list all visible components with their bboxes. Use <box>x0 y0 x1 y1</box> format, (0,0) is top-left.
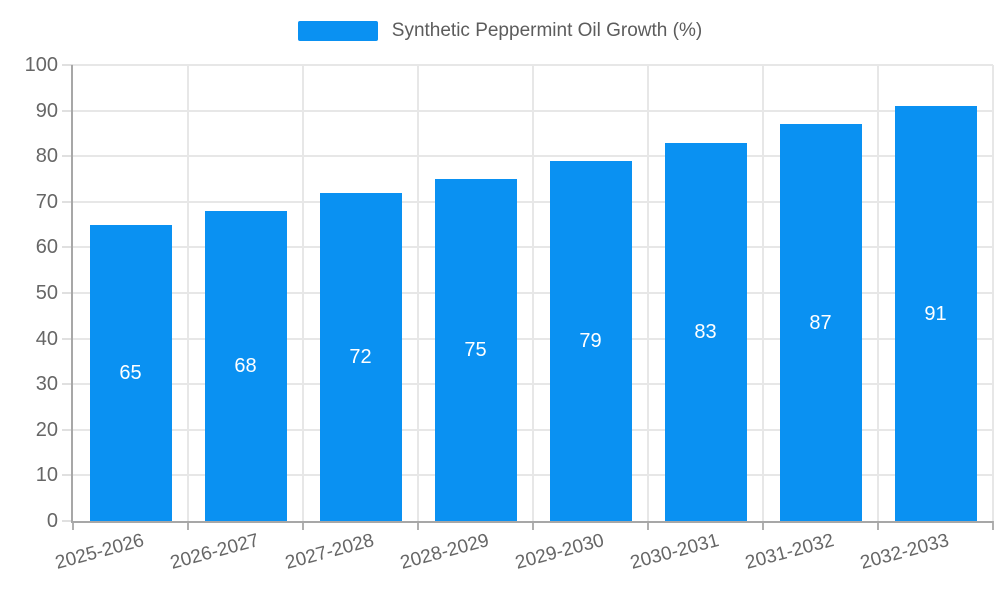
y-axis-label: 40 <box>35 327 58 350</box>
gridline-vertical <box>647 65 649 521</box>
y-axis-label: 90 <box>35 99 58 122</box>
y-axis-tick <box>62 246 73 249</box>
y-axis-label: 60 <box>35 236 58 259</box>
gridline-vertical <box>877 65 879 521</box>
x-axis-label: 2029-2030 <box>512 530 606 574</box>
x-axis-tick <box>72 521 74 530</box>
y-axis-tick <box>62 337 73 340</box>
x-axis-tick <box>992 521 994 530</box>
bar-2030-2031[interactable] <box>664 142 747 521</box>
bar-2032-2033[interactable] <box>894 106 977 521</box>
gridline-vertical <box>302 65 304 521</box>
y-axis-tick <box>62 155 73 158</box>
x-axis-tick <box>187 521 189 530</box>
y-axis-tick <box>62 428 73 431</box>
x-axis-label: 2026-2027 <box>167 530 261 574</box>
y-axis-tick <box>62 383 73 386</box>
gridline-vertical <box>417 65 419 521</box>
gridline-vertical <box>762 65 764 521</box>
y-axis-label: 100 <box>24 54 58 76</box>
x-axis-tick <box>647 521 649 530</box>
y-axis-tick <box>62 474 73 477</box>
y-axis-label: 20 <box>35 418 58 441</box>
y-axis-tick <box>62 109 73 112</box>
bar-2026-2027[interactable] <box>204 210 287 521</box>
x-axis-tick <box>762 521 764 530</box>
x-axis-label: 2030-2031 <box>627 530 721 574</box>
x-axis-tick <box>532 521 534 530</box>
x-axis-tick <box>877 521 879 530</box>
y-axis-label: 30 <box>35 373 58 396</box>
y-axis-label: 70 <box>35 190 58 213</box>
x-axis-label: 2025-2026 <box>52 530 146 574</box>
x-axis-label: 2028-2029 <box>397 530 491 574</box>
y-axis-label: 10 <box>35 464 58 487</box>
x-axis-label: 2027-2028 <box>282 530 376 574</box>
x-axis-tick <box>302 521 304 530</box>
x-axis-tick <box>417 521 419 530</box>
bar-2029-2030[interactable] <box>549 160 632 521</box>
y-axis-tick <box>62 64 73 66</box>
y-axis-label: 50 <box>35 282 58 304</box>
y-axis-line <box>71 65 73 521</box>
legend-item[interactable]: Synthetic Peppermint Oil Growth (%) <box>0 21 1000 41</box>
gridline-vertical <box>532 65 534 521</box>
x-axis-label: 2031-2032 <box>742 530 836 574</box>
bar-2025-2026[interactable] <box>89 224 172 521</box>
y-axis-tick <box>62 520 73 522</box>
gridline-vertical <box>992 65 994 521</box>
bar-2028-2029[interactable] <box>434 179 517 521</box>
y-axis-tick <box>62 292 73 294</box>
x-axis-label: 2032-2033 <box>857 530 951 574</box>
y-axis-label: 80 <box>35 145 58 168</box>
y-axis-tick <box>62 200 73 203</box>
bar-2031-2032[interactable] <box>779 124 862 521</box>
gridline-vertical <box>187 65 189 521</box>
x-axis-line <box>71 521 993 523</box>
bar-2027-2028[interactable] <box>319 192 402 521</box>
legend-swatch-icon <box>297 21 378 41</box>
legend-label: Synthetic Peppermint Oil Growth (%) <box>391 20 703 41</box>
y-axis-label: 0 <box>46 510 58 532</box>
